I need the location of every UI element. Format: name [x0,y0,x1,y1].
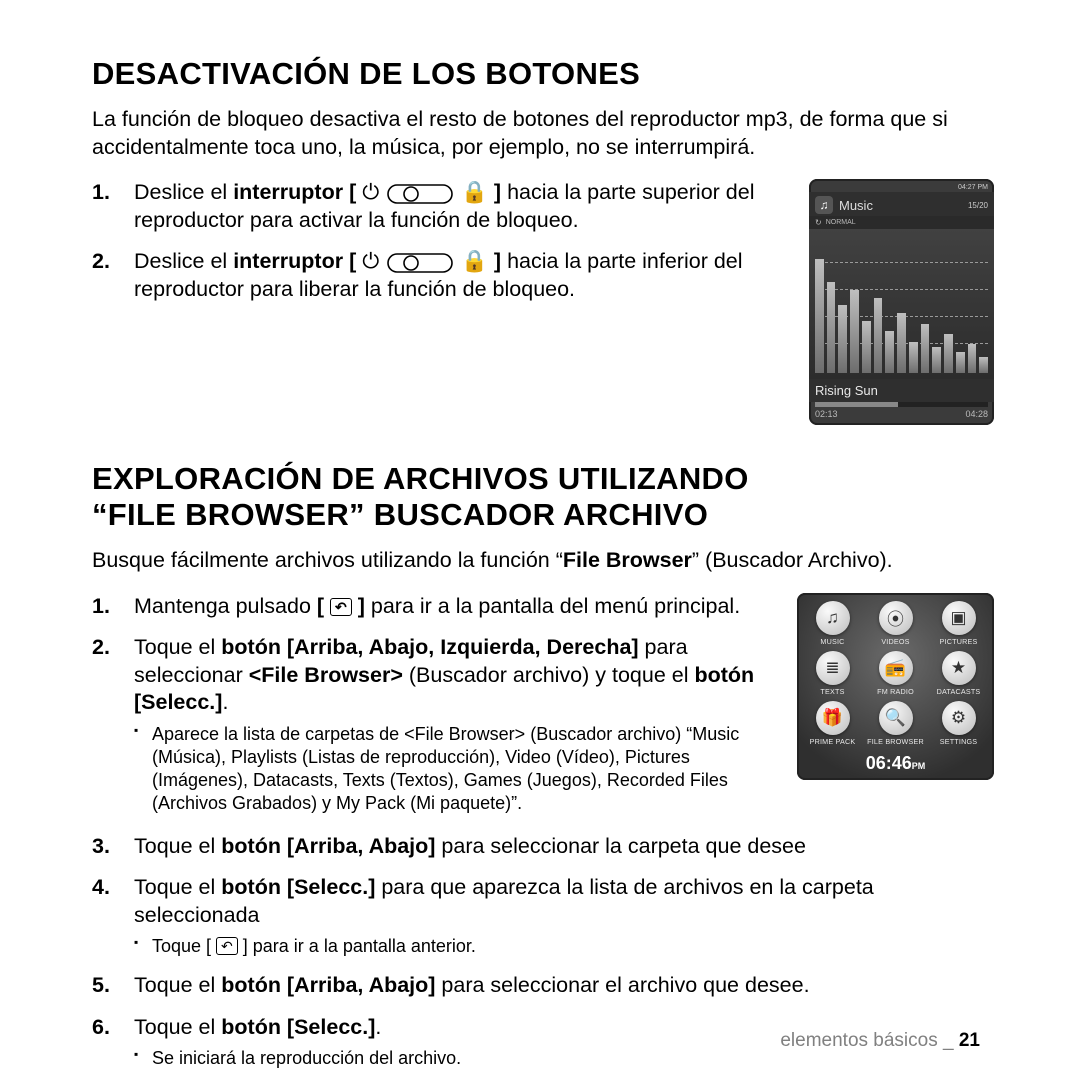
section2-title: EXPLORACIÓN DE ARCHIVOS UTILIZANDO “FILE… [92,461,994,533]
s2-step4: 4. Toque el botón [Selecc.] para que apa… [92,874,994,958]
switch-icon [387,253,453,273]
section2-intro: Busque fácilmente archivos utilizando la… [92,547,994,575]
back-icon: ↶ [330,598,352,616]
s2-step1: 1. Mantenga pulsado [ ↶ ] para ir a la p… [92,593,779,621]
s2-step3: 3. Toque el botón [Arriba, Abajo] para s… [92,833,994,861]
s1-step2: 2. Deslice el interruptor [ ⏻ 🔒 ] hacia … [92,248,791,303]
player-now-playing: 04:27 PM ♫ Music 15/20 NORMAL Rising Sun… [809,179,994,425]
switch-icon [387,184,453,204]
section1-intro: La función de bloqueo desactiva el resto… [92,106,994,161]
s2-step2: 2. Toque el botón [Arriba, Abajo, Izquie… [92,634,779,815]
s2-step5: 5. Toque el botón [Arriba, Abajo] para s… [92,972,994,1000]
s1-step1: 1. Deslice el interruptor [ ⏻ 🔒 ] hacia … [92,179,791,234]
back-icon: ↶ [216,937,238,955]
lock-icon: 🔒 [461,180,488,204]
lock-icon: 🔒 [461,249,488,273]
player-main-menu: ♫MUSIC⦿VIDEOS▣PICTURES≣TEXTS📻FM RADIO★DA… [797,593,994,781]
music-icon: ♫ [815,196,833,214]
section1-title: DESACTIVACIÓN DE LOS BOTONES [92,56,994,92]
page-footer: elementos básicos _ 21 [780,1030,980,1052]
